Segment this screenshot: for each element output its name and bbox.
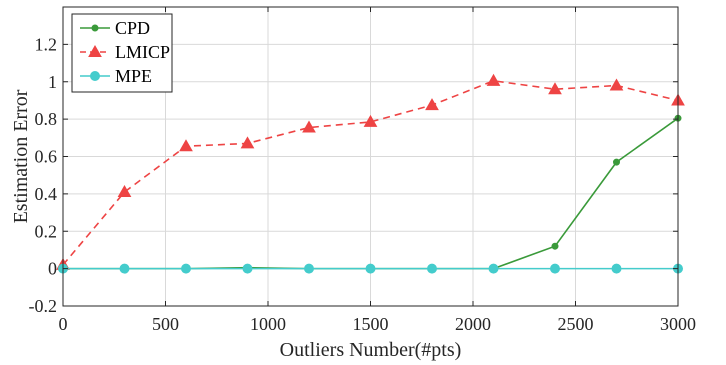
data-point-lmicp [117, 184, 132, 198]
data-point-mpe [365, 263, 376, 274]
legend-item-mpe: MPE [80, 66, 152, 86]
x-tick-label: 2500 [558, 314, 594, 334]
data-point-lmicp [179, 139, 193, 152]
y-tick-label: 0.8 [35, 109, 58, 129]
data-point-mpe [550, 263, 560, 274]
data-point-mpe [119, 263, 130, 274]
y-tick-label: 0.2 [35, 221, 58, 241]
data-point-cpd [551, 242, 559, 250]
y-axis-label: Estimation Error [10, 89, 32, 223]
series-line-lmicp [62, 79, 679, 266]
x-axis-label: Outliers Number(#pts) [280, 339, 462, 361]
axis-tick-labels: 0 500 1000 1500 2000 2500 3000-0.200.20.40.60.… [29, 34, 697, 334]
data-point-lmicp [240, 136, 255, 149]
legend-item-cpd: CPD [80, 18, 150, 38]
data-point-lmicp [425, 98, 439, 111]
legend-label-mpe: MPE [115, 66, 152, 86]
axis-ticks [62, 7, 679, 307]
data-point-mpe [488, 263, 499, 274]
x-tick-label: 2000 [455, 314, 491, 334]
data-point-mpe [181, 263, 191, 274]
data-point-lmicp [486, 73, 501, 86]
data-point-lmicp [609, 78, 624, 91]
y-tick-label: -0.2 [29, 296, 58, 316]
data-point-mpe [427, 263, 437, 274]
y-tick-label: 0 [48, 259, 57, 279]
x-tick-label: 500 [152, 314, 179, 334]
x-tick-label: 3000 [660, 314, 696, 334]
legend-marker-lmicp [88, 44, 102, 57]
data-point-mpe [611, 263, 622, 274]
data-point-cpd [613, 158, 620, 166]
x-tick-label: 0 [59, 314, 68, 334]
y-tick-label: 1.2 [35, 34, 58, 54]
legend-marker-cpd [91, 24, 99, 32]
y-tick-label: 0.6 [35, 147, 58, 167]
legend-label-lmicp: LMICP [115, 42, 170, 62]
x-tick-label: 1500 [353, 314, 389, 334]
legend-label-cpd: CPD [115, 18, 150, 38]
y-tick-label: 1 [48, 72, 57, 92]
legend: CPD LMICP MPE [71, 13, 173, 93]
data-point-mpe [242, 263, 253, 274]
legend-box [71, 13, 173, 93]
legend-marker-mpe [90, 71, 100, 81]
legend-item-lmicp: LMICP [80, 42, 170, 62]
data-point-lmicp [363, 114, 378, 127]
x-tick-label: 1000 [250, 314, 286, 334]
data-point-lmicp [548, 82, 562, 95]
data-point-lmicp [302, 120, 316, 133]
y-tick-label: 0.4 [35, 184, 58, 204]
data-point-mpe [304, 263, 314, 274]
